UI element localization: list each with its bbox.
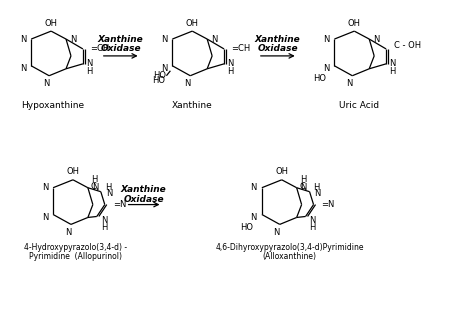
Text: N: N <box>65 228 71 237</box>
Text: N: N <box>42 183 48 192</box>
Text: Xanthine: Xanthine <box>255 35 301 44</box>
Text: Xanthine: Xanthine <box>98 35 144 44</box>
Text: OH: OH <box>66 167 80 176</box>
Text: N: N <box>323 35 329 44</box>
Text: N: N <box>20 64 26 73</box>
Text: Oxidase: Oxidase <box>257 45 298 53</box>
Text: N: N <box>389 59 395 68</box>
Text: N: N <box>373 35 380 44</box>
Text: N: N <box>250 183 257 192</box>
Text: C: C <box>91 182 97 191</box>
Text: OH: OH <box>348 19 361 28</box>
Text: =N: =N <box>113 200 126 209</box>
Text: N: N <box>211 35 218 44</box>
Text: Hypoxanthine: Hypoxanthine <box>21 101 85 110</box>
Text: Oxidase: Oxidase <box>100 45 141 53</box>
Text: N: N <box>161 64 167 73</box>
Text: HO: HO <box>154 71 166 80</box>
Text: N: N <box>323 64 329 73</box>
Text: N: N <box>184 79 191 88</box>
Text: N: N <box>250 213 257 222</box>
Text: N: N <box>346 79 353 88</box>
Text: N: N <box>43 79 49 88</box>
Text: H: H <box>300 175 306 184</box>
Text: C: C <box>300 182 306 191</box>
Text: =CH: =CH <box>90 45 109 53</box>
Text: =CH: =CH <box>231 45 250 53</box>
Text: =N: =N <box>321 200 335 209</box>
Text: C - OH: C - OH <box>394 41 421 51</box>
Text: N: N <box>315 189 321 198</box>
Text: OH: OH <box>275 167 288 176</box>
Text: Xanthine: Xanthine <box>172 101 213 110</box>
Text: H: H <box>313 183 320 192</box>
Text: N: N <box>227 59 233 68</box>
Text: 4-Hydroxypyrazolo(3,4-d) -: 4-Hydroxypyrazolo(3,4-d) - <box>24 243 128 252</box>
Text: Pyrimidine  (Allopurinol): Pyrimidine (Allopurinol) <box>29 252 122 261</box>
Text: N: N <box>70 35 76 44</box>
Text: H: H <box>389 67 395 76</box>
Text: N: N <box>86 59 92 68</box>
Text: 4,6-Dihyroxypyrazolo(3,4-d)Pyrimidine: 4,6-Dihyroxypyrazolo(3,4-d)Pyrimidine <box>216 243 364 252</box>
Text: N: N <box>20 35 26 44</box>
Text: N: N <box>161 35 167 44</box>
Text: H: H <box>101 223 107 232</box>
Text: H: H <box>227 67 233 76</box>
Text: OH: OH <box>186 19 199 28</box>
Text: (Alloxanthine): (Alloxanthine) <box>263 252 317 261</box>
Text: N: N <box>42 213 48 222</box>
Text: H: H <box>105 183 111 192</box>
Text: N: N <box>106 189 112 198</box>
Text: H: H <box>91 175 97 184</box>
Text: N: N <box>310 216 316 225</box>
Text: H: H <box>86 67 92 76</box>
Text: N: N <box>301 183 307 192</box>
Text: N: N <box>273 228 280 237</box>
Text: HO: HO <box>153 76 165 85</box>
Text: HO: HO <box>240 223 253 232</box>
Text: H: H <box>310 223 316 232</box>
Text: N: N <box>101 216 107 225</box>
Text: Uric Acid: Uric Acid <box>339 101 379 110</box>
Text: Xanthine: Xanthine <box>121 185 166 194</box>
Text: OH: OH <box>45 19 58 28</box>
Text: Oxidase: Oxidase <box>123 195 164 204</box>
Text: N: N <box>92 183 98 192</box>
Text: HO: HO <box>313 74 327 83</box>
